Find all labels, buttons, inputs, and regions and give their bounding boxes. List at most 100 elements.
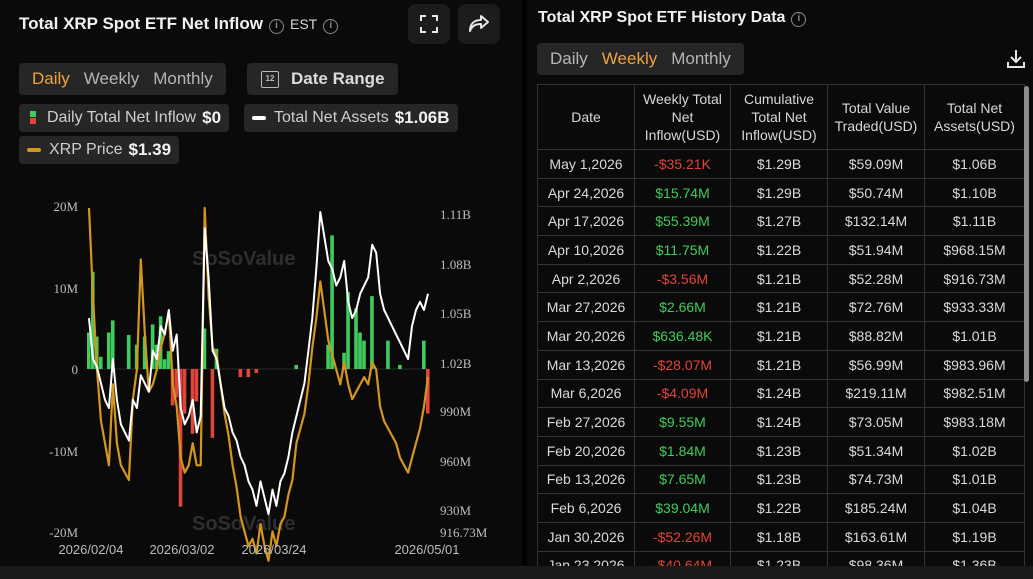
- share-button[interactable]: [458, 4, 500, 44]
- col-weekly-net-inflow[interactable]: Weekly Total Net Inflow(USD): [634, 84, 731, 150]
- legend-xrp-price-value: $1.39: [128, 140, 172, 159]
- inflow-bar: [158, 316, 163, 369]
- cell-value-traded: $59.09M: [827, 149, 925, 179]
- history-info-icon[interactable]: i: [791, 12, 807, 27]
- inflow-bar: [142, 336, 147, 369]
- cell-date: Mar 20,2026: [537, 321, 635, 351]
- cell-date: Apr 10,2026: [537, 235, 635, 265]
- inflow-bar: [194, 369, 199, 402]
- inflow-bar: [178, 369, 183, 507]
- inflow-bar: [330, 235, 334, 369]
- table-row: May 1,2026 -$35.21K $1.29B $59.09M $1.06B: [537, 149, 1025, 179]
- right-axis-tick: 1.05B: [440, 306, 472, 321]
- cell-cumulative: $1.27B: [730, 206, 828, 237]
- cell-net-assets: $1.01B: [924, 464, 1025, 495]
- cell-weekly-net-inflow: $7.65M: [634, 464, 731, 495]
- tab-monthly[interactable]: Monthly: [153, 69, 213, 88]
- net-inflow-chart[interactable]: SoSoValue SoSoValue 20M 10M 0 -10M -20M 1.11B 1…: [0, 185, 522, 565]
- cell-weekly-net-inflow: $2.66M: [634, 292, 731, 323]
- cell-cumulative: $1.23B: [730, 464, 828, 495]
- right-axis-tick: 916.73M: [440, 525, 488, 540]
- cell-cumulative: $1.29B: [730, 149, 828, 179]
- table-header-row: Date Weekly Total Net Inflow(USD) Cumula…: [537, 84, 1025, 150]
- table-row: Apr 10,2026 $11.75M $1.22B $51.94M $968.15M: [537, 235, 1025, 265]
- date-range-label: Date Range: [291, 69, 385, 88]
- cell-date: Feb 13,2026: [537, 464, 635, 495]
- legend-xrp-price-label: XRP Price: [49, 141, 123, 158]
- info-icon[interactable]: i: [268, 19, 284, 34]
- date-range-button[interactable]: 12 Date Range: [247, 63, 398, 95]
- timezone-info-icon[interactable]: i: [323, 19, 339, 34]
- cell-net-assets: $983.18M: [924, 407, 1025, 437]
- table-row: Jan 30,2026 -$52.26M $1.18B $163.61M $1.19B: [537, 521, 1025, 552]
- col-cumulative-net-inflow[interactable]: Cumulative Total Net Inflow(USD): [730, 84, 828, 150]
- col-total-value-traded[interactable]: Total Value Traded(USD): [827, 84, 925, 150]
- history-tab-daily[interactable]: Daily: [550, 49, 588, 68]
- table-row: Mar 13,2026 -$28.07M $1.21B $56.99M $983.96M: [537, 349, 1025, 380]
- cell-net-assets: $968.15M: [924, 235, 1025, 265]
- tab-daily[interactable]: Daily: [32, 69, 70, 88]
- cell-cumulative: $1.21B: [730, 321, 828, 351]
- legend-net-inflow-label: Daily Total Net Inflow: [47, 109, 197, 126]
- cell-value-traded: $52.28M: [827, 263, 925, 294]
- cell-net-assets: $982.51M: [924, 378, 1025, 409]
- right-axis-tick: 1.11B: [440, 207, 471, 222]
- x-axis-tick: 2026/02/04: [58, 542, 123, 557]
- cell-weekly-net-inflow: $11.75M: [634, 235, 731, 265]
- history-period-tabs: Daily Weekly Monthly: [537, 43, 744, 75]
- cell-weekly-net-inflow: -$4.09M: [634, 378, 731, 409]
- legend-net-assets[interactable]: Total Net Assets $1.06B: [244, 104, 458, 132]
- xrp-price-legend-icon: [27, 148, 41, 152]
- history-table: Date Weekly Total Net Inflow(USD) Cumula…: [537, 84, 1025, 579]
- history-tab-monthly[interactable]: Monthly: [671, 49, 731, 68]
- legend-net-inflow[interactable]: Daily Total Net Inflow $0: [19, 104, 230, 132]
- history-tab-weekly[interactable]: Weekly: [601, 49, 658, 68]
- inflow-bar: [162, 359, 167, 369]
- inflow-bar: [370, 296, 374, 369]
- cell-net-assets: $1.01B: [924, 321, 1025, 351]
- right-axis-tick: 990M: [440, 404, 472, 419]
- x-axis-tick: 2026/03/02: [149, 542, 214, 557]
- inflow-bar: [386, 340, 390, 369]
- col-date[interactable]: Date: [537, 84, 635, 150]
- inflow-bar: [354, 308, 358, 369]
- fullscreen-button[interactable]: [408, 4, 450, 44]
- cell-weekly-net-inflow: -$52.26M: [634, 521, 731, 552]
- cell-date: Apr 17,2026: [537, 206, 635, 237]
- net-inflow-legend-icon: [30, 111, 36, 124]
- right-axis-tick: 1.08B: [440, 257, 472, 272]
- cell-cumulative: $1.22B: [730, 235, 828, 265]
- calendar-icon: 12: [261, 70, 279, 88]
- cell-weekly-net-inflow: $636.48K: [634, 321, 731, 351]
- cell-net-assets: $1.04B: [924, 493, 1025, 523]
- x-axis-tick: 2026/03/24: [241, 542, 306, 557]
- inflow-bar: [106, 332, 111, 369]
- chart-title: Total XRP Spot ETF Net Inflow i EST i: [19, 14, 339, 34]
- cell-cumulative: $1.18B: [730, 521, 828, 552]
- table-row: Feb 13,2026 $7.65M $1.23B $74.73M $1.01B: [537, 464, 1025, 495]
- cell-value-traded: $88.82M: [827, 321, 925, 351]
- download-icon[interactable]: [1005, 48, 1027, 70]
- inflow-bar: [202, 328, 207, 369]
- col-total-net-assets[interactable]: Total Net Assets(USD): [924, 84, 1025, 150]
- cell-weekly-net-inflow: -$28.07M: [634, 349, 731, 380]
- cell-value-traded: $72.76M: [827, 292, 925, 323]
- history-title: Total XRP Spot ETF History Data i: [538, 9, 807, 27]
- cell-value-traded: $132.14M: [827, 206, 925, 237]
- cell-weekly-net-inflow: $9.55M: [634, 407, 731, 437]
- cell-value-traded: $163.61M: [827, 521, 925, 552]
- table-scrollbar[interactable]: [1024, 86, 1029, 382]
- cell-cumulative: $1.21B: [730, 292, 828, 323]
- cell-cumulative: $1.24B: [730, 378, 828, 409]
- share-icon: [469, 15, 489, 32]
- cell-date: May 1,2026: [537, 149, 635, 179]
- xrp-price-line: [87, 206, 430, 562]
- inflow-bar: [326, 344, 330, 369]
- cell-cumulative: $1.24B: [730, 407, 828, 437]
- chart-watermark: SoSoValue SoSoValue: [192, 248, 295, 535]
- cell-value-traded: $51.34M: [827, 435, 925, 466]
- legend-xrp-price[interactable]: XRP Price $1.39: [19, 136, 180, 164]
- table-row: Feb 27,2026 $9.55M $1.24B $73.05M $983.18M: [537, 407, 1025, 437]
- cell-net-assets: $916.73M: [924, 263, 1025, 294]
- tab-weekly[interactable]: Weekly: [83, 69, 140, 88]
